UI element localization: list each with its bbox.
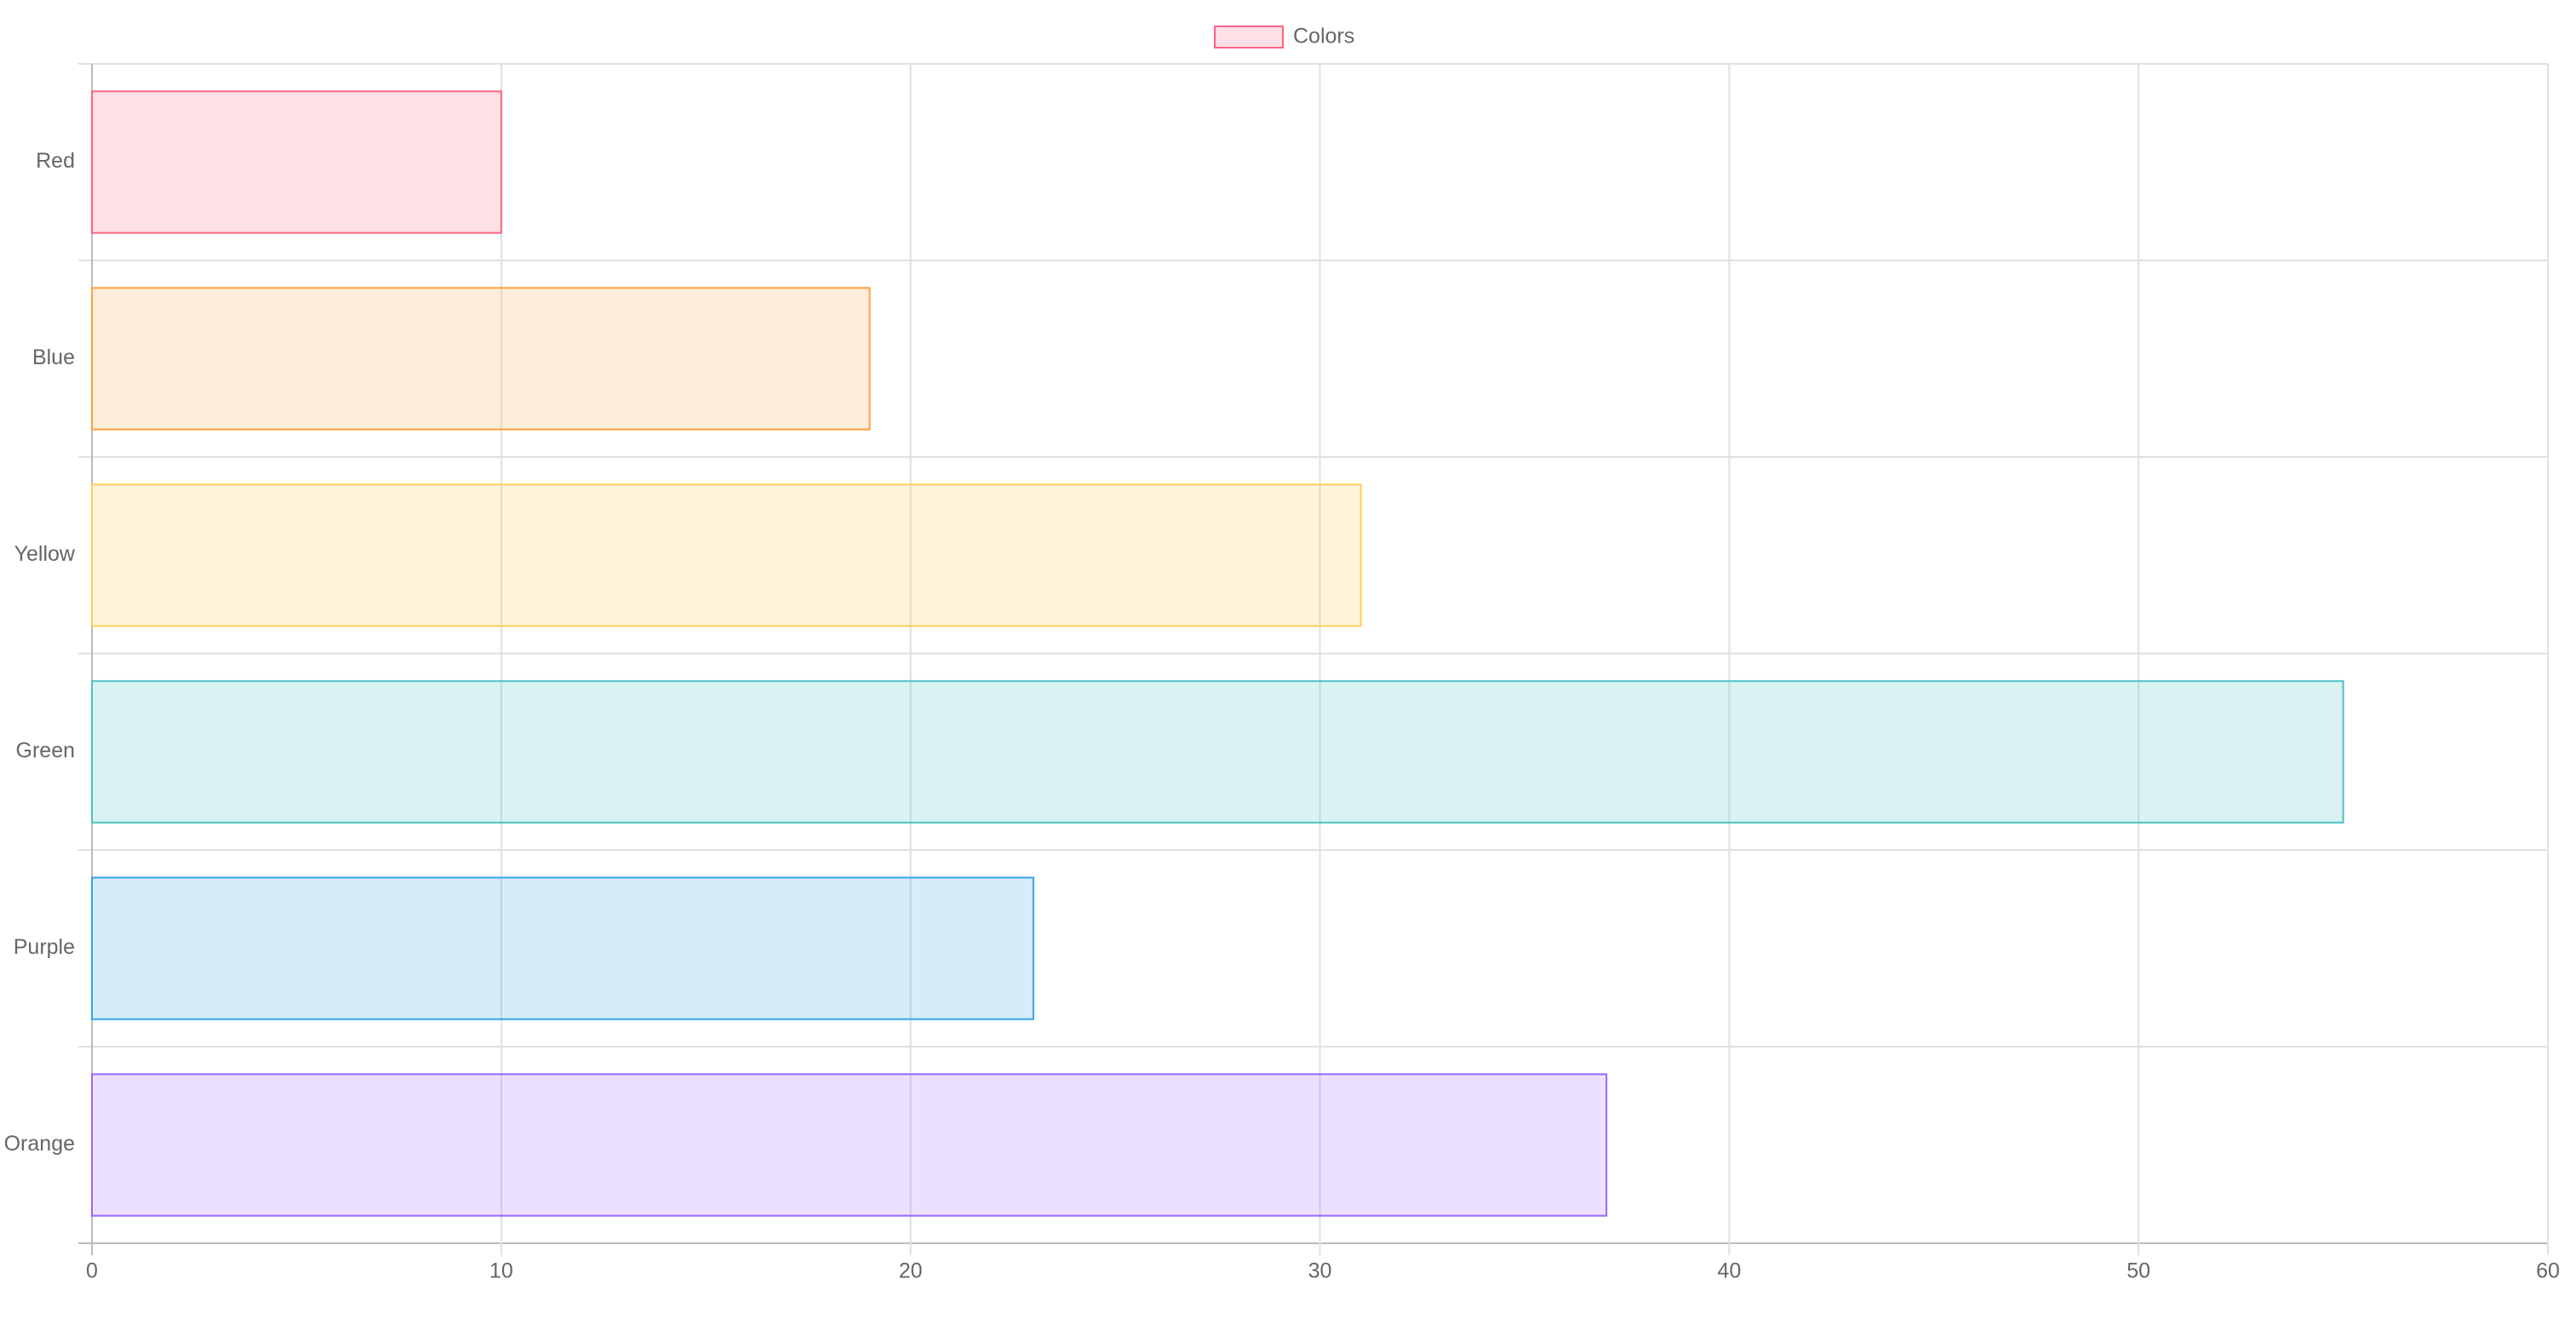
bar <box>91 876 1034 1020</box>
x-tick-label: 0 <box>86 1259 98 1283</box>
y-tick-label: Green <box>16 739 75 762</box>
y-tick-label: Purple <box>14 935 75 959</box>
bar <box>91 287 871 431</box>
bar <box>91 483 1362 627</box>
x-tick-label: 30 <box>1308 1259 1332 1283</box>
y-tick-label: Yellow <box>14 542 76 566</box>
bar <box>91 90 502 234</box>
y-tick-label: Orange <box>4 1132 75 1156</box>
x-tick-label: 60 <box>2536 1259 2560 1283</box>
y-tick-label: Red <box>36 149 75 173</box>
x-tick-label: 50 <box>2127 1259 2150 1283</box>
bar <box>91 1073 1608 1217</box>
x-tick-label: 10 <box>489 1259 513 1283</box>
y-tick-label: Blue <box>32 345 75 369</box>
bar <box>91 680 2344 824</box>
legend-label: Colors <box>1293 25 1354 49</box>
legend-swatch <box>1214 26 1284 49</box>
x-tick-label: 40 <box>1717 1259 1741 1283</box>
x-tick-label: 20 <box>899 1259 923 1283</box>
